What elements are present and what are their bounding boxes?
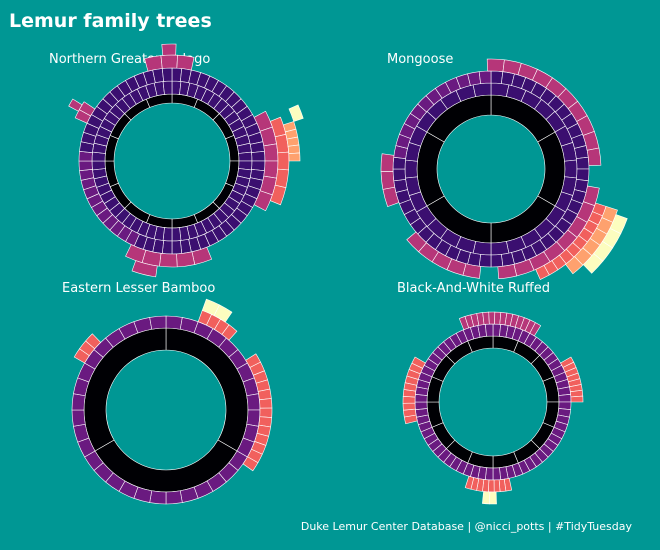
sunburst-2 — [71, 298, 273, 505]
ring-3-segment — [478, 254, 492, 268]
ring-7-segment — [582, 253, 604, 274]
ring-2-segment — [149, 315, 167, 330]
ring-6-segment — [288, 152, 301, 162]
ring-2-segment — [149, 490, 167, 505]
ring-5-segment — [269, 184, 287, 206]
ring-2-segment — [238, 151, 253, 162]
ring-3-segment — [161, 240, 173, 255]
ring-3-segment — [242, 456, 259, 472]
ring-4-segment — [380, 170, 396, 190]
ring-5-segment — [68, 98, 83, 112]
sunburst-1 — [380, 58, 628, 280]
ring-2-segment — [472, 82, 492, 97]
panel-title-eastern-lesser-bamboo: Eastern Lesser Bamboo — [62, 281, 216, 296]
ring-4-segment — [489, 491, 497, 505]
ring-5-segment — [161, 43, 177, 56]
ring-3-segment — [171, 67, 183, 82]
ring-2-segment — [472, 241, 492, 256]
ring-2-segment — [564, 159, 578, 179]
ring-3-segment — [259, 407, 273, 418]
ring-3-segment — [221, 324, 238, 341]
ring-4-segment — [144, 55, 163, 72]
ring-3-segment — [576, 168, 590, 182]
ring-5-segment — [131, 260, 158, 278]
ring-3-segment — [464, 475, 475, 490]
ring-3-segment — [493, 479, 501, 493]
panel-title-mongoose: Mongoose — [387, 52, 454, 67]
ring-3-segment — [490, 254, 504, 268]
ring-5-segment — [277, 151, 290, 171]
ring-4-segment — [482, 491, 491, 505]
sunburst-3 — [402, 311, 584, 505]
ring-2-segment — [492, 467, 501, 481]
ring-2-segment — [490, 82, 510, 97]
ring-3-segment — [251, 150, 266, 162]
ring-3-segment — [251, 160, 266, 172]
ring-4-segment — [213, 304, 233, 323]
ring-4-segment — [176, 251, 196, 268]
ring-2-segment — [414, 401, 428, 410]
ring-3-segment — [482, 311, 490, 325]
ring-5-segment — [535, 264, 550, 280]
ring-2-segment — [165, 315, 183, 330]
ring-2-segment — [162, 80, 173, 95]
ring-4-segment — [586, 147, 602, 166]
ring-4-segment — [486, 58, 505, 73]
ring-3-segment — [402, 396, 416, 404]
ring-3-segment — [529, 322, 542, 337]
sunburst-0 — [68, 43, 304, 278]
ring-2-segment — [490, 241, 510, 256]
ring-3-segment — [171, 240, 183, 255]
ring-2-segment — [485, 323, 494, 337]
ring-3-segment — [259, 398, 273, 409]
ring-3-segment — [392, 156, 406, 170]
ring-1-segment — [165, 327, 249, 452]
ring-4-segment — [176, 54, 195, 71]
ring-3-segment — [85, 333, 102, 350]
ring-3-segment — [411, 356, 426, 369]
panel-title-black-and-white-ruffed: Black-And-White Ruffed — [397, 281, 550, 296]
ring-3-segment — [78, 160, 93, 172]
ring-3-segment — [478, 70, 492, 84]
ring-3-segment — [161, 67, 173, 82]
ring-3-segment — [576, 156, 590, 170]
chart-title: Lemur family trees — [9, 10, 212, 32]
ring-7-segment — [288, 104, 304, 122]
ring-3-segment — [487, 479, 495, 493]
ring-3-segment — [490, 70, 504, 84]
ring-6-segment — [565, 256, 584, 275]
ring-2-segment — [165, 490, 183, 505]
ring-3-segment — [392, 168, 406, 182]
ring-6-segment — [287, 144, 301, 154]
ring-5-segment — [274, 168, 289, 189]
ring-3-segment — [78, 150, 93, 162]
ring-4-segment — [497, 263, 518, 280]
ring-2-segment — [246, 393, 261, 411]
ring-2-segment — [71, 409, 86, 427]
chart-caption: Duke Lemur Center Database | @nicci_pott… — [300, 520, 632, 533]
ring-2-segment — [171, 227, 182, 242]
ring-2-segment — [246, 409, 261, 427]
ring-3-segment — [402, 402, 416, 411]
ring-2-segment — [404, 159, 418, 179]
ring-2-segment — [91, 160, 106, 171]
ring-4-segment — [380, 153, 395, 172]
ring-4-segment — [160, 54, 178, 69]
ring-4-segment — [263, 143, 279, 162]
ring-4-segment — [263, 160, 279, 179]
ring-3-segment — [570, 395, 584, 403]
ring-2-segment — [71, 393, 86, 411]
ring-4-segment — [159, 253, 178, 268]
ring-4-segment — [406, 231, 427, 253]
ring-2-segment — [558, 394, 572, 403]
ring-3-segment — [488, 311, 496, 325]
